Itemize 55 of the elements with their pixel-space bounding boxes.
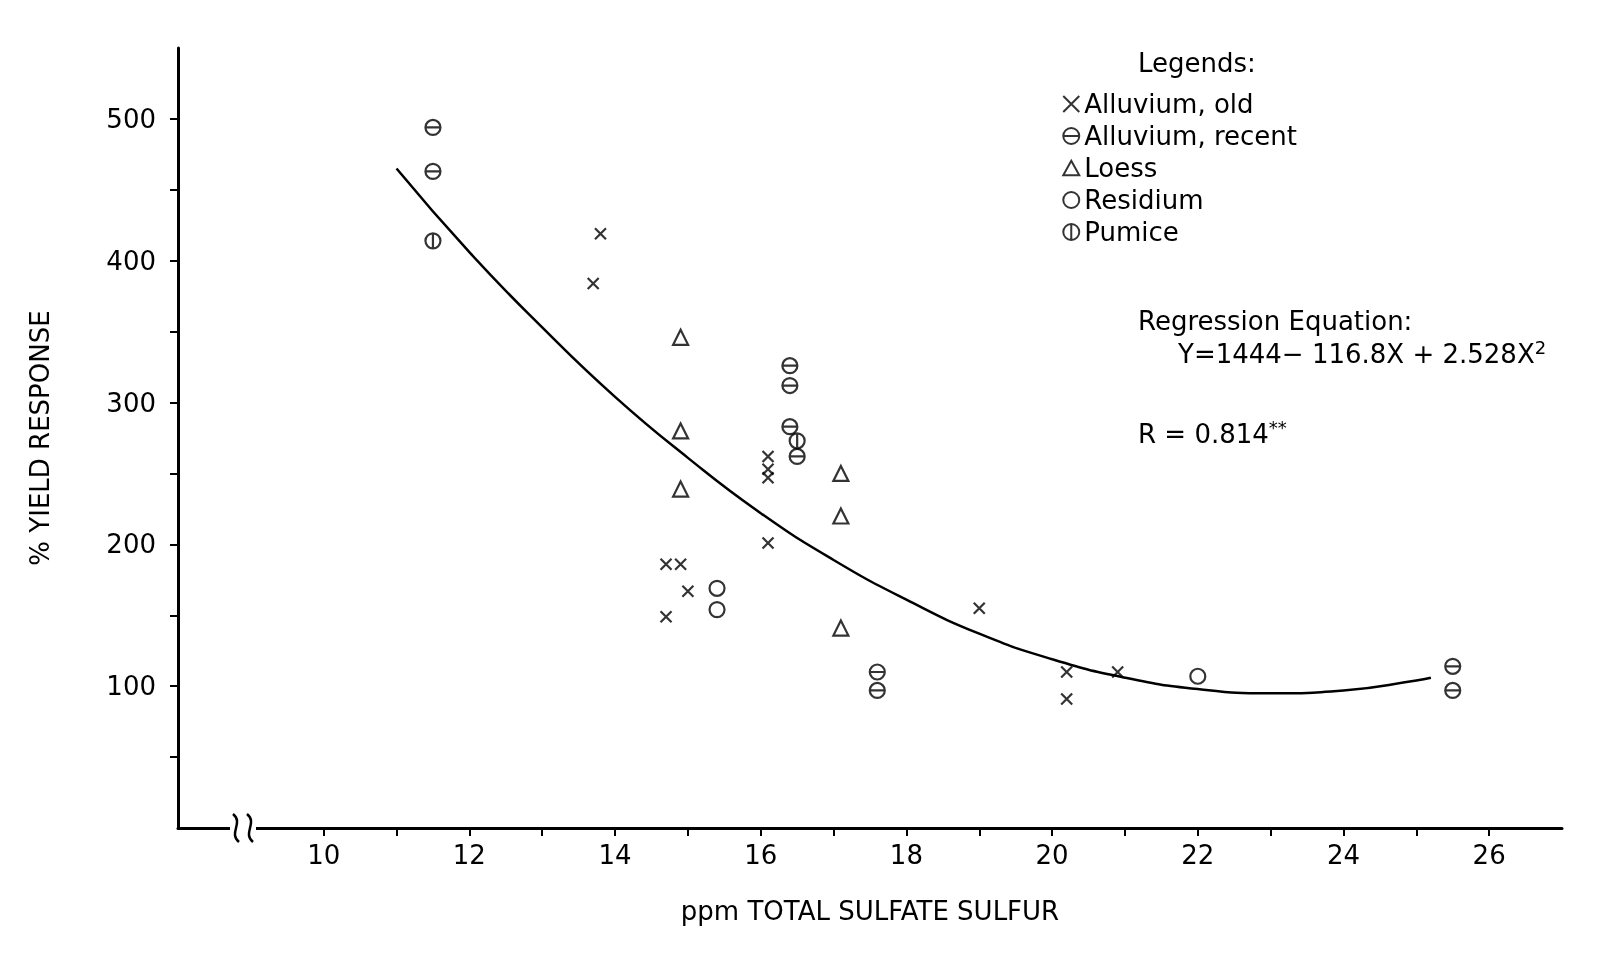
annotation: R = 0.814** [1138, 416, 1287, 449]
point [1444, 657, 1462, 675]
x-tick-label: 18 [889, 840, 923, 870]
legend-title: Legends: [1138, 48, 1256, 78]
point [832, 619, 850, 637]
point [1444, 681, 1462, 700]
point [761, 449, 775, 464]
point [868, 681, 886, 700]
point [1060, 665, 1074, 679]
point [761, 462, 775, 476]
point [832, 507, 850, 525]
point [832, 464, 850, 483]
x-tick-label: 16 [744, 840, 778, 870]
y-tick-label: 200 [106, 529, 156, 560]
x-tick-label: 22 [1181, 840, 1215, 870]
y-axis-title: % YIELD RESPONSE [25, 310, 55, 566]
point [1111, 665, 1125, 679]
y-tick-label: 500 [106, 103, 156, 134]
legend-label: Loess [1084, 153, 1158, 183]
point [972, 601, 986, 615]
legend-label: Pumice [1084, 217, 1179, 247]
point [586, 276, 600, 291]
y-tick-label: 100 [106, 671, 156, 702]
point [672, 480, 690, 498]
point [761, 471, 775, 485]
x-tick-label: 24 [1326, 840, 1361, 870]
legend-label: Alluvium, recent [1084, 121, 1298, 151]
point [1189, 667, 1207, 685]
point [708, 601, 726, 619]
legend-label: Alluvium, old [1084, 89, 1254, 119]
point [708, 579, 726, 597]
x-tick-label: 26 [1472, 840, 1506, 870]
x-tick-label: 14 [598, 840, 632, 870]
point [424, 232, 442, 250]
point [868, 663, 886, 681]
x-tick-label: 12 [452, 840, 486, 870]
point [761, 536, 775, 550]
point [672, 328, 690, 346]
x-tick-label: 10 [307, 840, 341, 870]
y-tick-label: 400 [106, 245, 156, 276]
x-axis-title: ppm TOTAL SULFATE SULFUR [680, 896, 1060, 926]
point [781, 376, 799, 395]
point [593, 227, 608, 241]
point [781, 418, 799, 436]
point [781, 357, 799, 375]
point [672, 422, 690, 440]
point [424, 118, 442, 137]
point [681, 584, 695, 598]
annotation: Regression Equation: [1138, 306, 1413, 336]
point [659, 610, 673, 624]
y-tick-label: 300 [106, 387, 156, 418]
point [1060, 692, 1074, 706]
x-tick-label: 20 [1035, 840, 1069, 870]
point [424, 162, 442, 180]
legend-label: Residium [1084, 185, 1204, 215]
